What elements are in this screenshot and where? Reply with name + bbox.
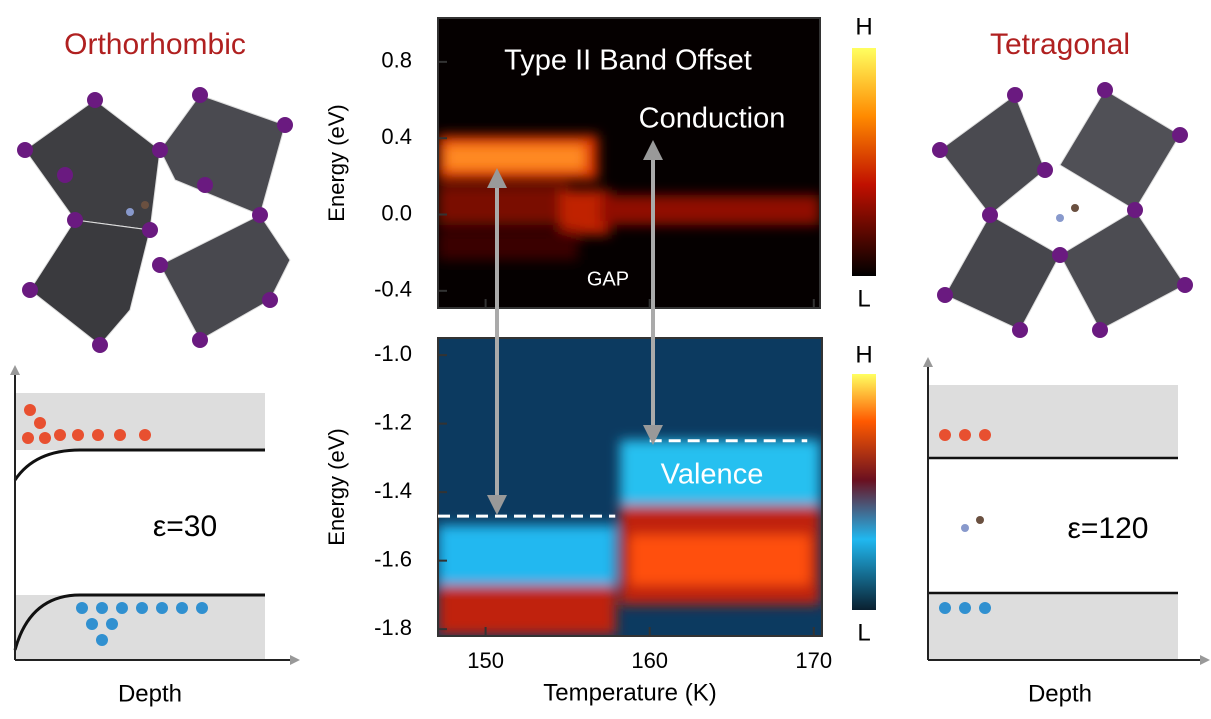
y-tick-label: -1.6 — [374, 546, 412, 571]
y-tick-label: -1.0 — [374, 341, 412, 366]
crystal-structure — [932, 82, 1193, 338]
x-tick-label: 170 — [795, 648, 832, 673]
y-tick-label: 0.8 — [381, 48, 412, 73]
y-tick-label: -0.4 — [374, 277, 412, 302]
y-tick-label: -1.2 — [374, 409, 412, 434]
colorbar-low: L — [857, 619, 870, 646]
phase-title: Orthorhombic — [64, 28, 246, 61]
phase-title: Tetragonal — [990, 28, 1130, 61]
y-tick-label: 0.0 — [381, 200, 412, 225]
x-axis-label: Temperature (K) — [543, 679, 716, 706]
band-diagram — [923, 357, 1210, 665]
crystal-structure — [17, 87, 293, 353]
colorbar — [852, 374, 876, 610]
y-tick-label: 0.4 — [381, 124, 412, 149]
colorbar-high: H — [855, 13, 872, 40]
top-frame — [437, 17, 821, 309]
y-axis-label: Energy (eV) — [324, 428, 349, 545]
x-tick-label: 160 — [631, 648, 668, 673]
colorbar-low: L — [857, 285, 870, 312]
dielectric-constant: ε=30 — [153, 510, 217, 543]
y-tick-label: -1.4 — [374, 478, 412, 503]
x-tick-label: 150 — [467, 648, 504, 673]
band-diagram — [10, 365, 300, 665]
map-title: Type II Band Offset — [504, 45, 752, 77]
colorbar-high: H — [855, 341, 872, 368]
axis-label: Depth — [118, 680, 182, 707]
y-tick-label: -1.8 — [374, 615, 412, 640]
band-label: Conduction — [639, 103, 786, 135]
axis-label: Depth — [1028, 680, 1092, 707]
bottom-frame — [437, 337, 823, 637]
gap-label: GAP — [587, 268, 629, 290]
colorbar — [852, 48, 876, 276]
band-label: Valence — [661, 459, 764, 491]
y-axis-label: Energy (eV) — [324, 104, 349, 221]
dielectric-constant: ε=120 — [1068, 512, 1149, 545]
